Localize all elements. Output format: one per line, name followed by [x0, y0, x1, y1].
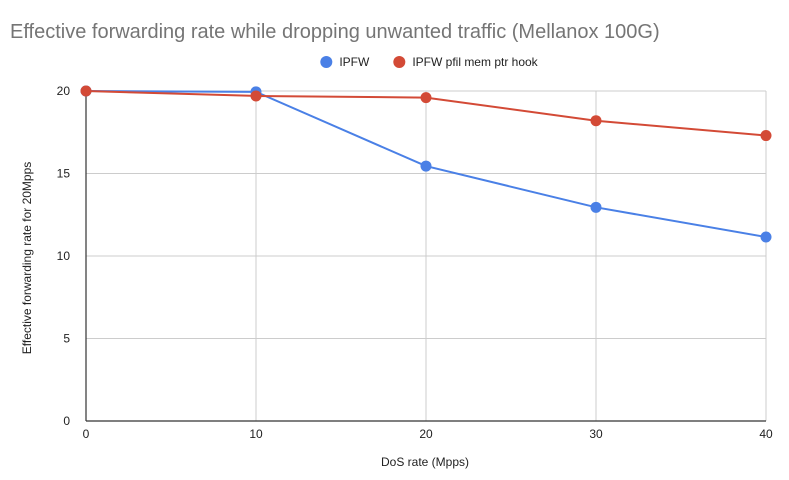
data-point — [760, 130, 772, 142]
data-point — [420, 92, 432, 104]
legend-swatch — [320, 56, 333, 68]
x-tick-label: 0 — [83, 427, 90, 441]
legend-swatch — [393, 56, 406, 68]
x-axis-title: DoS rate (Mpps) — [381, 455, 469, 469]
data-point — [80, 85, 92, 97]
y-tick-label: 5 — [63, 332, 70, 346]
y-axis-title: Effective forwarding rate for 20Mpps — [20, 162, 34, 355]
series-layer — [80, 85, 772, 243]
data-point — [420, 160, 432, 172]
series-1 — [80, 85, 772, 142]
data-point — [250, 90, 262, 102]
axes: 0 5 10 15 20 0 10 20 30 40 — [57, 84, 773, 441]
y-tick-label: 20 — [57, 84, 71, 98]
x-tick-label: 40 — [759, 427, 773, 441]
x-tick-label: 20 — [419, 427, 433, 441]
y-tick-label: 10 — [57, 249, 71, 263]
legend-item: IPFW — [320, 55, 370, 69]
y-tick-label: 0 — [63, 414, 70, 428]
data-point — [760, 231, 772, 243]
x-tick-label: 10 — [249, 427, 263, 441]
x-tick-label: 30 — [589, 427, 603, 441]
legend: IPFW IPFW pfil mem ptr hook — [320, 55, 539, 69]
y-tick-label: 15 — [57, 167, 71, 181]
data-point — [590, 201, 602, 213]
data-point — [590, 115, 602, 127]
legend-label: IPFW — [339, 55, 370, 69]
legend-item: IPFW pfil mem ptr hook — [393, 55, 539, 69]
legend-label: IPFW pfil mem ptr hook — [412, 55, 538, 69]
chart-title: Effective forwarding rate while dropping… — [10, 21, 660, 43]
gridlines — [86, 90, 767, 421]
